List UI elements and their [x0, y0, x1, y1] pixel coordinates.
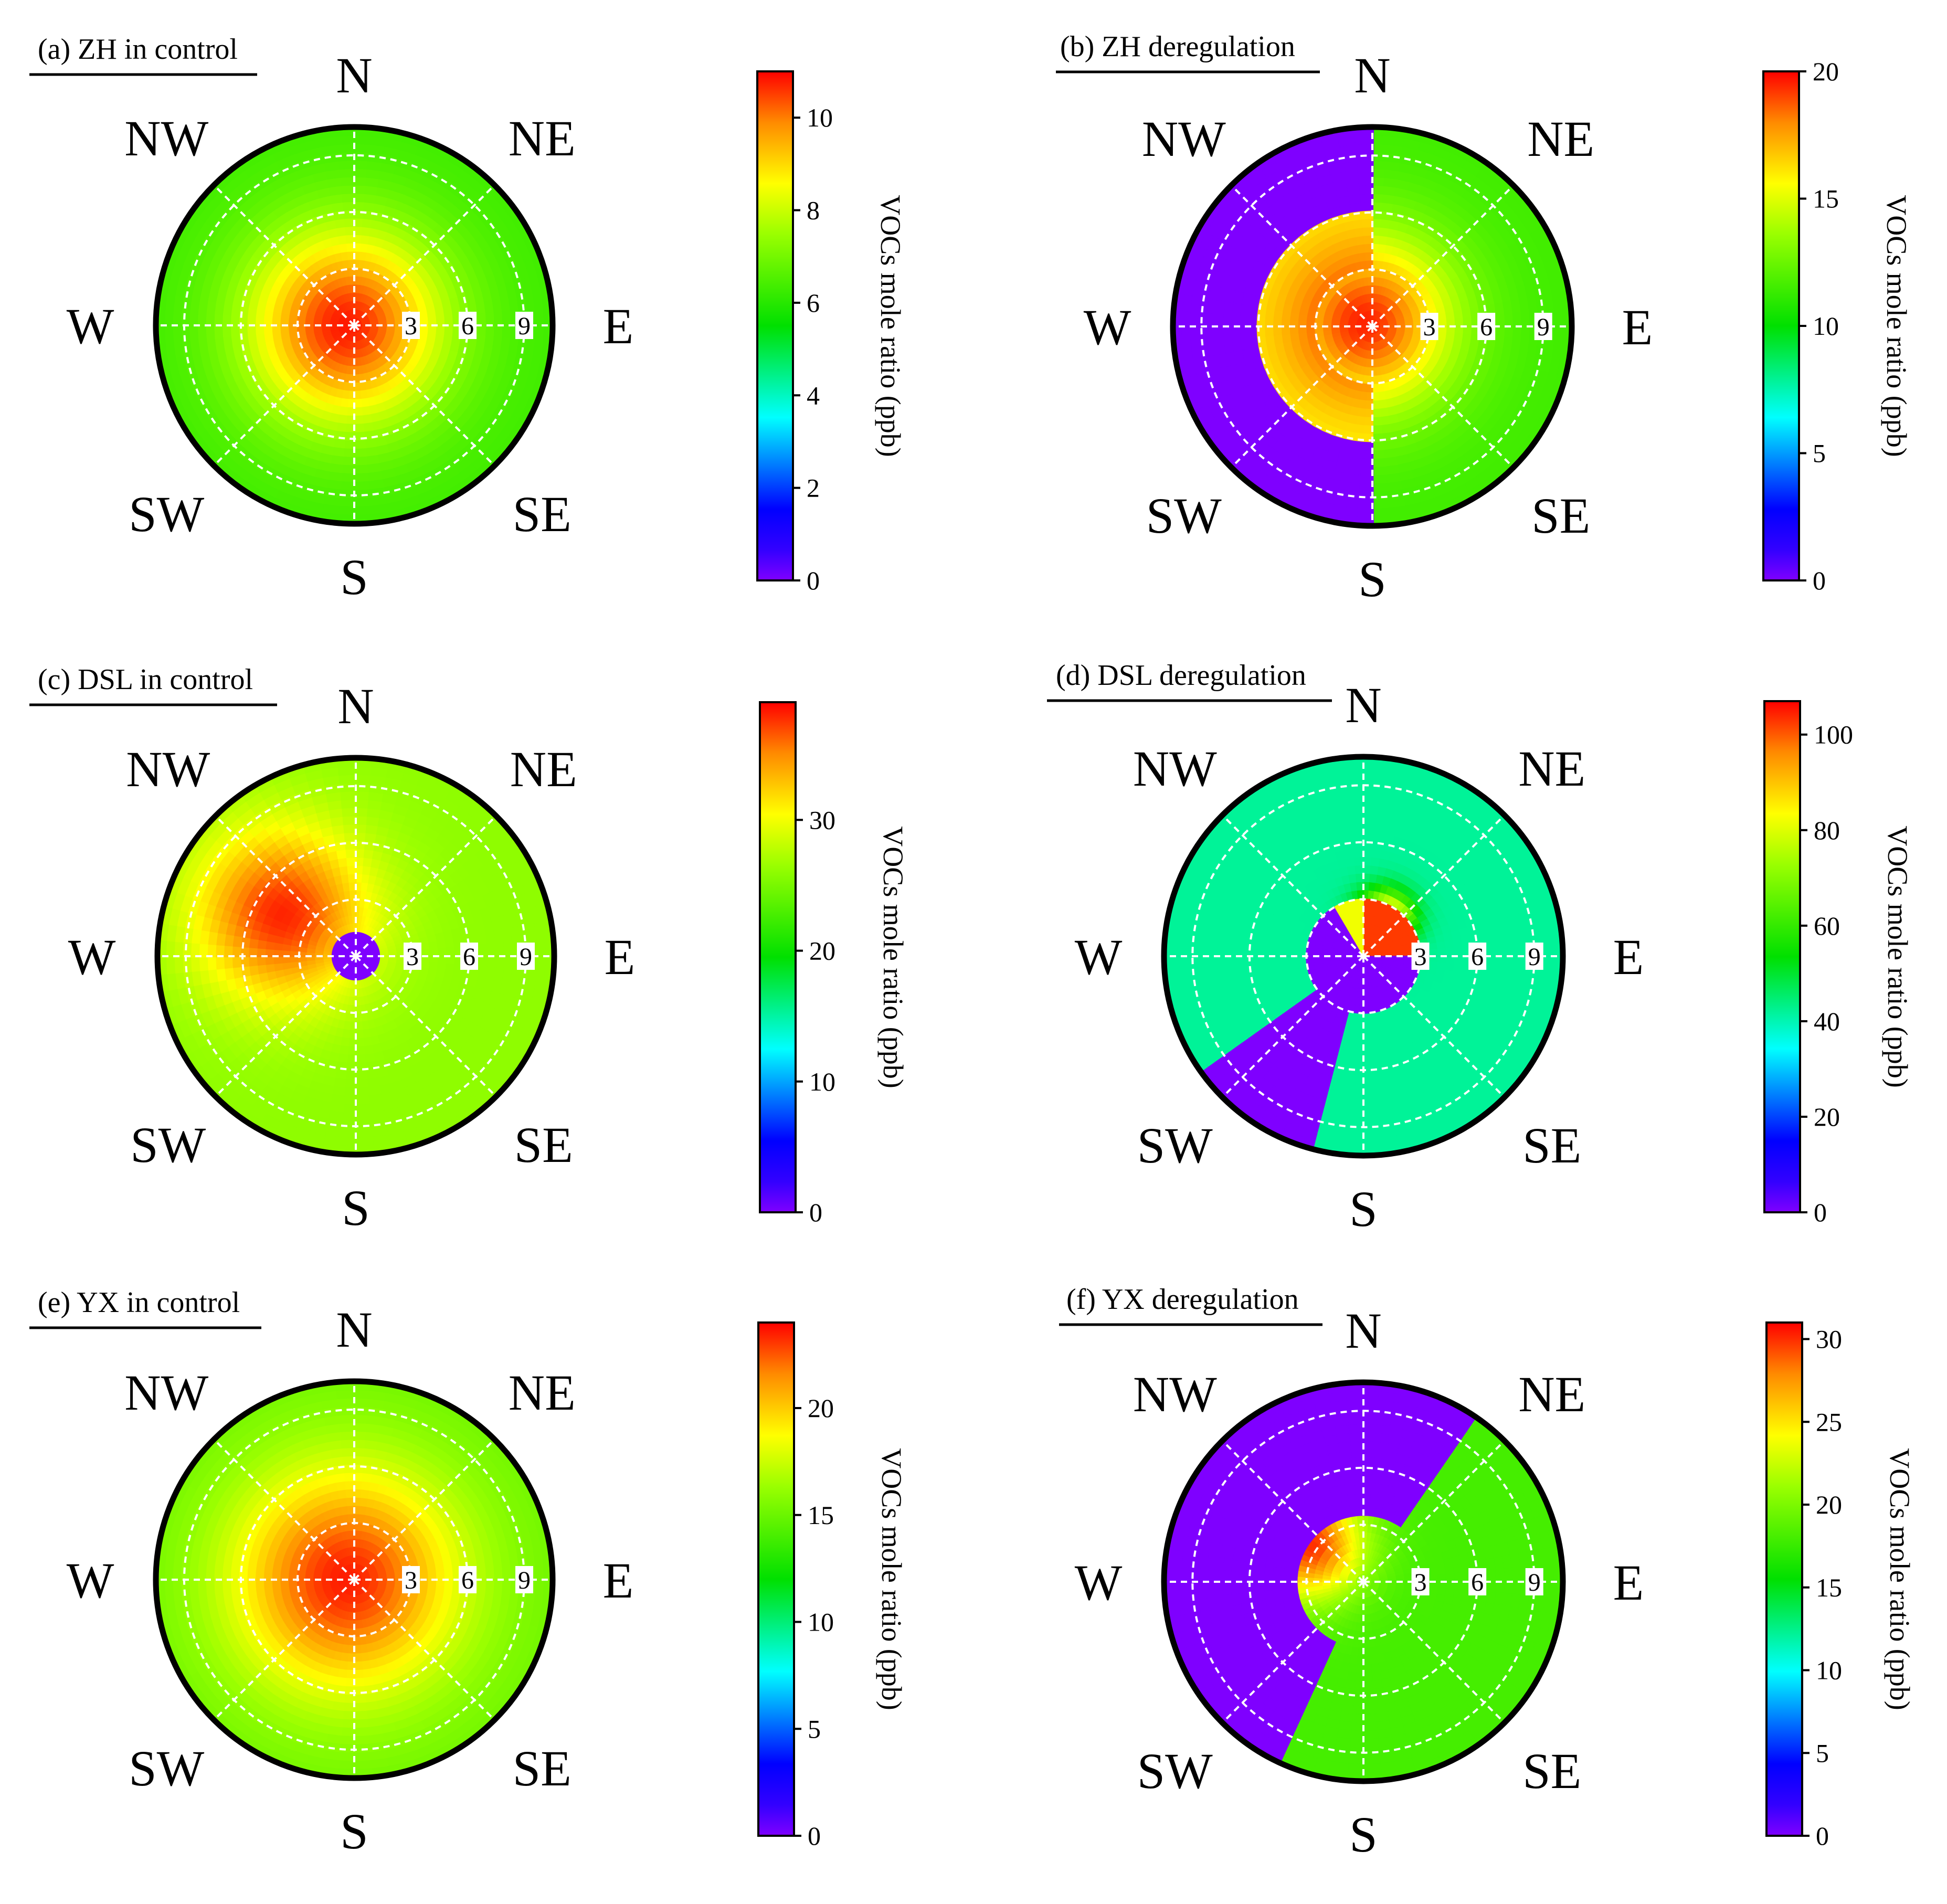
heat-cell: [341, 184, 356, 195]
colorbar-tick-label: 20: [1813, 57, 1839, 86]
colorbar-label: VOCs mole ratio (ppb): [875, 195, 906, 457]
heat-cell: [1358, 176, 1374, 187]
heat-cell: [341, 192, 356, 203]
radial-tick-label: 9: [518, 312, 531, 340]
heat-cell: [341, 798, 357, 809]
radial-tick-label: 9: [1537, 313, 1550, 341]
colorbar-gradient: [756, 70, 794, 581]
direction-label-nw: NW: [124, 110, 208, 166]
direction-label-e: E: [1622, 299, 1653, 355]
colorbar: 0 2 4 6 8 10 VOCs mole ratio (ppb): [756, 70, 906, 595]
heat-cell: [343, 823, 357, 833]
colorbar-tick-label: 10: [807, 103, 833, 132]
radial-tick-label: 3: [1423, 313, 1436, 341]
direction-label-se: SE: [513, 486, 572, 542]
colorbar-tick-label: 5: [1813, 439, 1826, 468]
direction-label-sw: SW: [1146, 488, 1222, 544]
direction-label-nw: NW: [1142, 111, 1226, 167]
direction-label-w: W: [1084, 299, 1131, 355]
heat-cell: [339, 167, 356, 178]
panel-b: (b) ZH deregulation 3 6 9 N NE E SE S SW W NW 0 5 10 15…: [1056, 30, 1912, 607]
colorbar-label: VOCs mole ratio (ppb): [1881, 195, 1912, 457]
colorbar-tick-label: 0: [1813, 566, 1826, 595]
direction-label-n: N: [1354, 47, 1390, 103]
heat-cell: [1359, 184, 1374, 195]
heat-cell: [340, 176, 356, 186]
heat-cell: [342, 815, 357, 826]
colorbar-tick-label: 15: [1813, 184, 1839, 214]
colorbar-gradient: [1762, 70, 1800, 581]
colorbar-tick-label: 0: [807, 566, 820, 595]
direction-label-n: N: [336, 47, 372, 103]
panel-title: (b) ZH deregulation: [1060, 30, 1295, 63]
radial-tick-label: 6: [1480, 313, 1493, 341]
panel-title: (a) ZH in control: [38, 33, 238, 66]
heat-cell: [1357, 168, 1374, 178]
polar-field: [155, 126, 554, 525]
colorbar: 0 5 10 15 20 VOCs mole ratio (ppb): [1762, 57, 1912, 595]
panel-a: (a) ZH in control 3 6 9 N NE E SE S SW W NW 0 2 4 6 8 10 V…: [29, 33, 906, 605]
direction-label-ne: NE: [509, 110, 576, 166]
colorbar-tick-label: 2: [807, 473, 820, 503]
direction-label-ne: NE: [1527, 111, 1594, 167]
colorbar-tick-label: 4: [807, 380, 820, 410]
heat-cell: [341, 807, 357, 817]
direction-label-w: W: [67, 298, 114, 354]
direction-label-s: S: [1358, 551, 1386, 607]
colorbar-tick-label: 8: [807, 196, 820, 225]
heat-cell: [1359, 193, 1374, 203]
direction-label-e: E: [603, 298, 634, 354]
radial-tick-label: 3: [405, 312, 417, 340]
direction-label-sw: SW: [129, 486, 204, 542]
colorbar-tick-label: 6: [807, 288, 820, 318]
radial-tick-label: 6: [461, 312, 474, 340]
direction-label-se: SE: [1531, 488, 1590, 544]
colorbar-tick-label: 10: [1813, 311, 1839, 341]
panel-title: (c) DSL in control: [38, 663, 253, 696]
direction-label-s: S: [340, 549, 368, 605]
